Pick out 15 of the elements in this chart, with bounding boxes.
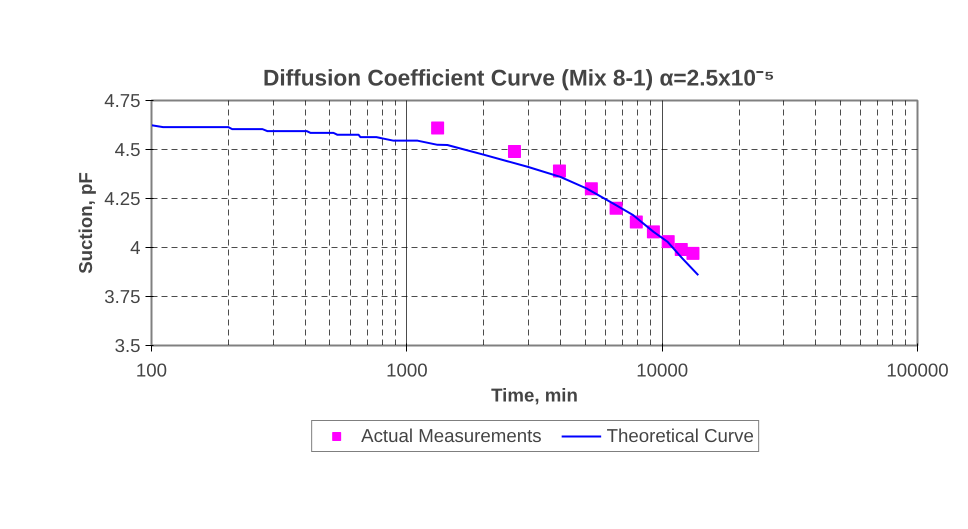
y-tick-label: 3.5 — [114, 335, 141, 356]
chart-title: Diffusion Coefficient Curve (Mix 8-1) α=2.5x10⁻⁵ — [262, 64, 775, 90]
y-tick-label: 4 — [130, 237, 141, 258]
x-tick-label: 10000 — [636, 360, 688, 380]
legend-label: Theoretical Curve — [606, 425, 754, 447]
legend-label: Actual Measurements — [361, 425, 542, 447]
y-tick-label: 4.25 — [104, 188, 140, 209]
y-tick-label: 3.75 — [104, 286, 140, 307]
x-tick-label: 100 — [136, 360, 168, 380]
x-tick-label: 100000 — [886, 360, 949, 380]
y-axis-title: Suction, pF — [75, 172, 96, 274]
y-tick-label: 4.5 — [114, 139, 141, 160]
x-tick-label: 1000 — [386, 360, 428, 380]
x-axis-title: Time, min — [491, 384, 578, 406]
y-tick-label: 4.75 — [104, 90, 140, 111]
